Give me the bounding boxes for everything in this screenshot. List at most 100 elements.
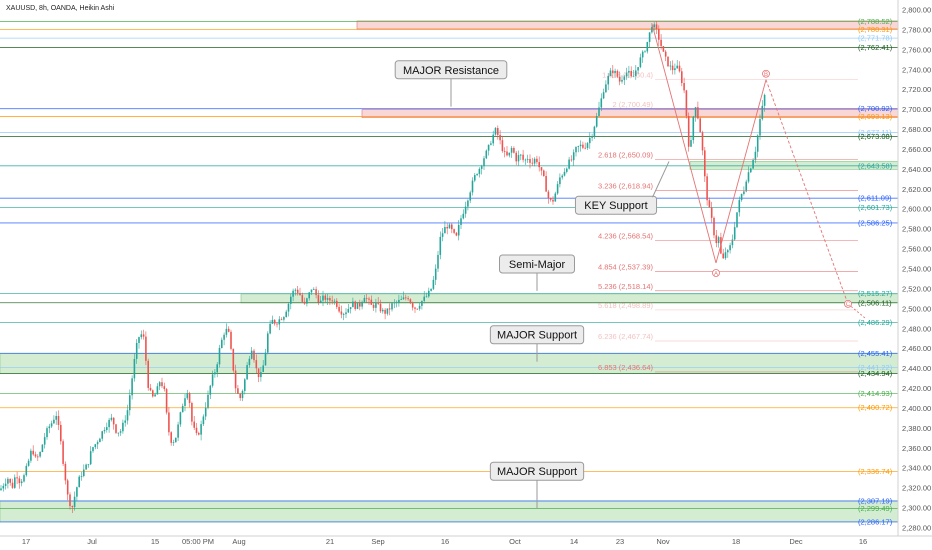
candle-body	[589, 137, 591, 144]
candle-body	[605, 84, 607, 93]
candle-body	[462, 213, 465, 219]
chart-title: XAUUSD, 8h, OANDA, Heikin Ashi	[6, 5, 115, 12]
candle-body	[246, 365, 248, 380]
candle-body	[476, 173, 478, 176]
candle-body	[276, 323, 278, 325]
major-support-callout-2: MAJOR Support	[489, 461, 585, 509]
candle-body	[4, 483, 7, 486]
candle-body	[41, 444, 44, 453]
candle-body	[681, 71, 683, 84]
price-tick-label: 2,780.00	[902, 25, 931, 34]
candle-body	[25, 465, 28, 476]
candle-body	[750, 168, 752, 173]
candle-body	[621, 79, 623, 82]
candle-body	[119, 431, 122, 433]
candle-body	[365, 297, 368, 299]
candle-body	[418, 305, 421, 309]
levels-layer: (2,788.52)(2,780.31)(2,771.78)(2,762.41)…	[0, 17, 898, 526]
candle-body	[338, 306, 340, 312]
candle-body	[232, 348, 235, 371]
candle-body	[129, 395, 131, 411]
candle-body	[0, 488, 2, 491]
candle-body	[554, 193, 557, 202]
price-tick-label: 2,280.00	[902, 524, 931, 533]
level-label: (2,400.72)	[858, 403, 893, 412]
candle-body	[319, 300, 322, 303]
candle-body	[625, 72, 628, 77]
level-label: (2,455.41)	[858, 349, 893, 358]
time-tick-label: Jul	[87, 537, 97, 546]
wave-point-label: A	[714, 271, 718, 277]
callout-text: MAJOR Support	[497, 466, 577, 478]
candle-body	[612, 70, 614, 73]
candle-body	[754, 151, 757, 160]
candle-body	[616, 70, 619, 77]
candle-body	[303, 301, 306, 304]
candle-body	[575, 146, 577, 153]
candle-body	[400, 299, 402, 300]
time-tick-label: Nov	[656, 537, 670, 546]
candle-body	[179, 412, 182, 425]
candle-body	[64, 463, 67, 481]
candle-body	[96, 442, 99, 445]
fib-label: 4.854 (2,537.39)	[598, 263, 654, 272]
level-label: (2,780.31)	[858, 25, 893, 34]
price-tick-label: 2,740.00	[902, 65, 931, 74]
fib-label: 5.236 (2,518.14)	[598, 282, 654, 291]
candle-body	[214, 372, 216, 375]
candle-body	[455, 232, 458, 236]
time-tick-label: 14	[570, 537, 578, 546]
candle-body	[566, 168, 568, 172]
callout-text: Semi-Major	[509, 259, 566, 271]
semi-major-zone	[240, 293, 899, 304]
candle-body	[188, 393, 191, 404]
candle-body	[363, 297, 366, 302]
candle-body	[244, 379, 246, 391]
major-support-callout-1: MAJOR Support	[489, 325, 585, 362]
candle-body	[126, 410, 129, 421]
time-tick-label: 18	[732, 537, 740, 546]
candle-body	[165, 389, 168, 413]
price-tick-label: 2,360.00	[902, 444, 931, 453]
time-tick-label: Dec	[789, 537, 803, 546]
candle-body	[763, 94, 766, 106]
candle-body	[92, 447, 94, 452]
candle-body	[11, 482, 14, 488]
price-tick-label: 2,700.00	[902, 105, 931, 114]
candle-body	[347, 309, 350, 313]
level-label: (2,515.27)	[858, 289, 893, 298]
candle-body	[409, 299, 412, 304]
candle-body	[43, 437, 46, 445]
level-label: (2,506.11)	[858, 298, 892, 307]
candle-body	[299, 292, 301, 296]
price-tick-label: 2,720.00	[902, 85, 931, 94]
candle-body	[27, 460, 30, 466]
candle-body	[646, 41, 649, 52]
candle-body	[552, 199, 554, 202]
candle-body	[483, 158, 485, 167]
candle-body	[145, 336, 147, 361]
major-support-zone-2	[0, 500, 899, 523]
key-support-callout: KEY Support	[574, 161, 670, 215]
candle-body	[506, 151, 508, 156]
candle-body	[234, 370, 237, 389]
candle-body	[370, 299, 373, 305]
level-label: (2,611.09)	[858, 194, 892, 203]
candle-body	[648, 32, 651, 42]
price-tick-label: 2,680.00	[902, 125, 931, 134]
time-tick-label: Oct	[509, 537, 522, 546]
level-label: (2,414.93)	[858, 389, 893, 398]
candle-body	[142, 334, 145, 337]
candle-body	[193, 421, 195, 428]
candle-body	[280, 319, 283, 321]
candle-body	[207, 394, 209, 408]
price-tick-label: 2,800.00	[902, 6, 931, 15]
candle-body	[598, 107, 600, 117]
candle-body	[628, 70, 630, 73]
candle-body	[345, 312, 347, 315]
callouts-layer: MAJOR Resistance KEY Support Semi-Major MAJ…	[394, 60, 670, 509]
candle-body	[154, 394, 156, 397]
level-label: (2,677.11)	[858, 128, 892, 137]
